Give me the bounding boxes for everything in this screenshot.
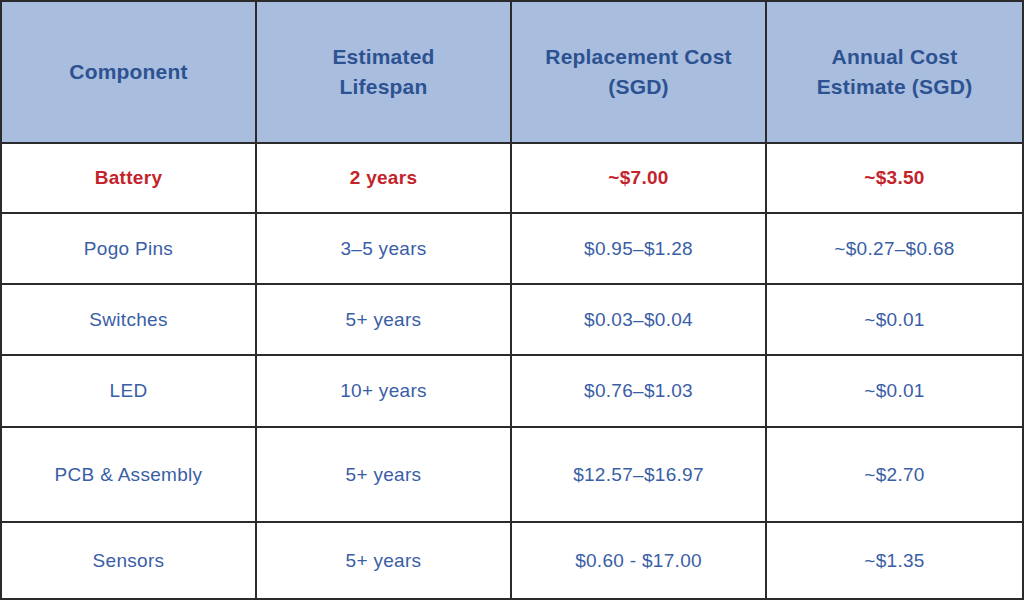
column-header-estimated-lifespan: Estimated Lifespan xyxy=(257,2,512,144)
cell-component: Pogo Pins xyxy=(2,214,257,285)
cell-annual-cost: ~$1.35 xyxy=(767,523,1022,598)
cell-annual-cost: ~$3.50 xyxy=(767,144,1022,214)
cell-component: Switches xyxy=(2,285,257,356)
cell-replacement-cost: $0.95–$1.28 xyxy=(512,214,767,285)
cell-lifespan: 3–5 years xyxy=(257,214,512,285)
cell-lifespan: 5+ years xyxy=(257,523,512,598)
component-cost-table: Component Estimated Lifespan Replacement… xyxy=(0,0,1024,600)
cell-lifespan: 5+ years xyxy=(257,285,512,356)
cell-replacement-cost: $0.60 - $17.00 xyxy=(512,523,767,598)
cell-annual-cost: ~$0.01 xyxy=(767,285,1022,356)
column-header-annual-cost-estimate: Annual Cost Estimate (SGD) xyxy=(767,2,1022,144)
cell-replacement-cost: $12.57–$16.97 xyxy=(512,428,767,523)
cell-lifespan: 5+ years xyxy=(257,428,512,523)
cell-replacement-cost: $0.03–$0.04 xyxy=(512,285,767,356)
cell-annual-cost: ~$0.27–$0.68 xyxy=(767,214,1022,285)
cell-component: PCB & Assembly xyxy=(2,428,257,523)
cell-lifespan: 2 years xyxy=(257,144,512,214)
cell-component: Battery xyxy=(2,144,257,214)
cell-replacement-cost: ~$7.00 xyxy=(512,144,767,214)
column-header-component: Component xyxy=(2,2,257,144)
cell-annual-cost: ~$2.70 xyxy=(767,428,1022,523)
cell-replacement-cost: $0.76–$1.03 xyxy=(512,356,767,428)
cell-component: LED xyxy=(2,356,257,428)
cell-lifespan: 10+ years xyxy=(257,356,512,428)
cell-annual-cost: ~$0.01 xyxy=(767,356,1022,428)
cell-component: Sensors xyxy=(2,523,257,598)
column-header-replacement-cost: Replacement Cost (SGD) xyxy=(512,2,767,144)
